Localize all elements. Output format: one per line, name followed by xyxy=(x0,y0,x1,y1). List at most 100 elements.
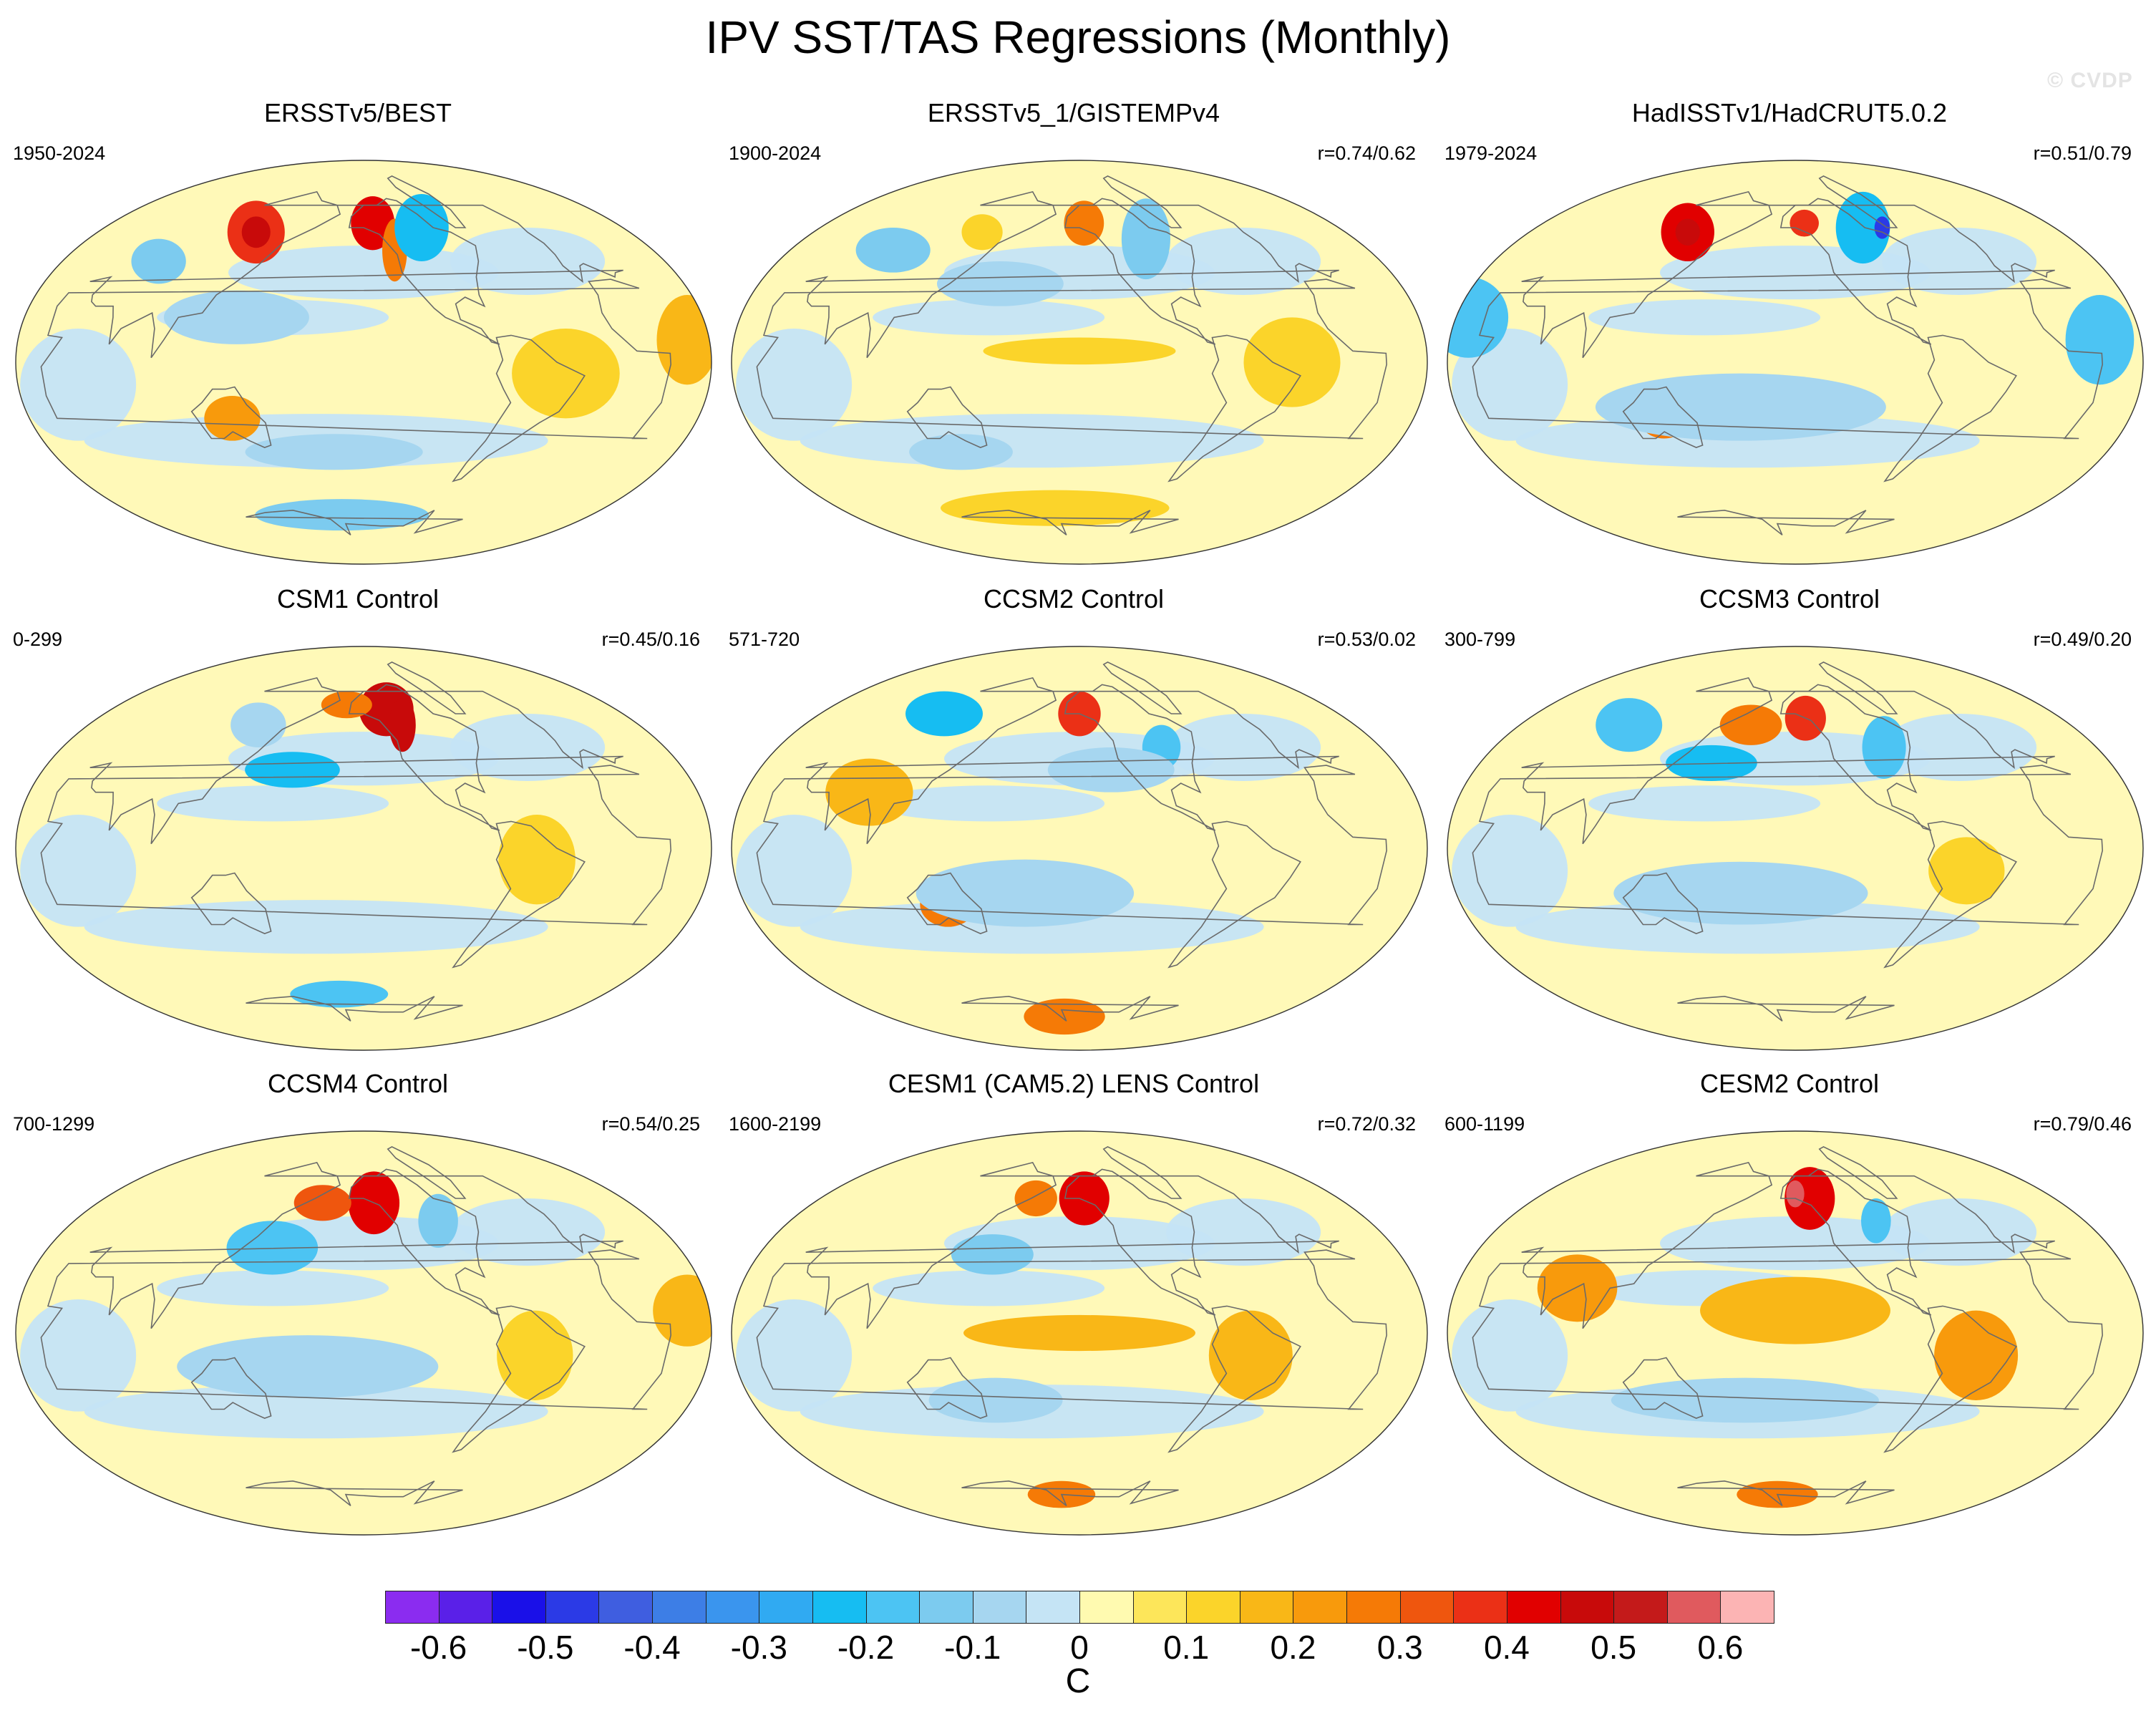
colorbar-swatch xyxy=(1399,1591,1455,1624)
neutral-cool-band xyxy=(1588,785,1821,822)
regression-map xyxy=(1447,160,2144,565)
colorbar-swatch xyxy=(1506,1591,1561,1624)
neutral-cool-band xyxy=(736,815,853,927)
coastline xyxy=(805,1161,1339,1329)
coastline xyxy=(756,765,1388,926)
coastline xyxy=(452,1305,586,1453)
anomaly-patch xyxy=(963,1314,1195,1352)
map-panel: ERSSTv5_1/GISTEMPv4 1900-2024 r=0.74/0.6… xyxy=(716,97,1432,570)
anomaly-patch xyxy=(2065,295,2135,385)
colorbar-swatch xyxy=(919,1591,973,1624)
panel-title: HadISSTv1/HadCRUT5.0.2 xyxy=(1631,98,1948,127)
anomaly-patch xyxy=(905,691,983,737)
figure-title: IPV SST/TAS Regressions (Monthly) xyxy=(705,11,1451,63)
coastline xyxy=(348,198,500,345)
map-panel: HadISSTv1/HadCRUT5.0.2 1979-2024 r=0.51/… xyxy=(1432,97,2147,570)
anomaly-patch xyxy=(241,216,271,248)
anomaly-patch xyxy=(1596,698,1663,752)
neutral-cool-band xyxy=(1882,714,2037,781)
colorbar-tick-label: 0.4 xyxy=(1483,1629,1530,1666)
anomaly-patch xyxy=(1700,1276,1890,1344)
coastline xyxy=(1167,334,1301,483)
panel-correlation: r=0.54/0.25 xyxy=(601,1113,700,1135)
anomaly-patch xyxy=(255,499,429,530)
anomaly-patch xyxy=(1611,1377,1879,1423)
map-panel: CCSM3 Control 300-799 r=0.49/0.20 xyxy=(1432,583,2147,1056)
coastline xyxy=(348,684,500,831)
cvdp-watermark: © CVDP xyxy=(2047,69,2133,92)
neutral-cool-band xyxy=(1882,1198,2037,1266)
anomaly-patch xyxy=(909,434,1013,470)
anomaly-patch xyxy=(1835,191,1890,264)
panel-correlation: r=0.79/0.46 xyxy=(2033,1113,2132,1135)
map-frame xyxy=(1447,160,2144,565)
coastline xyxy=(387,175,467,228)
map-frame xyxy=(15,160,712,565)
anomaly-patch xyxy=(1014,1180,1057,1217)
anomaly-patch xyxy=(1537,1254,1618,1322)
colorbar-tick-label: 0.1 xyxy=(1163,1629,1210,1666)
colorbar-swatch xyxy=(1132,1591,1188,1624)
colorbar-swatch xyxy=(1186,1591,1240,1624)
coastline xyxy=(246,995,463,1022)
anomaly-patch xyxy=(1208,1310,1293,1400)
anomaly-patch xyxy=(131,238,186,284)
colorbar-swatch xyxy=(1560,1591,1615,1624)
panel-period: 571-720 xyxy=(729,629,800,650)
colorbar-tick-label: -0.3 xyxy=(730,1629,787,1666)
coastline xyxy=(40,278,672,440)
neutral-cool-band xyxy=(1452,1299,1568,1412)
coastline xyxy=(906,386,988,448)
anomaly-patch xyxy=(245,752,340,788)
coastline xyxy=(1521,190,2055,359)
colorbar-tick-label: 0.2 xyxy=(1270,1629,1316,1666)
colorbar-swatch xyxy=(865,1591,921,1624)
coastline xyxy=(387,1145,467,1199)
colorbar-swatch xyxy=(705,1591,760,1624)
colorbar-swatch xyxy=(438,1591,493,1624)
coastline xyxy=(1779,1168,1932,1316)
anomaly-patch xyxy=(177,1335,439,1398)
regression-map xyxy=(15,1130,712,1536)
panel-title: CCSM3 Control xyxy=(1699,584,1880,614)
coastline xyxy=(190,872,272,934)
anomaly-patch xyxy=(825,758,913,826)
colorbar-swatch xyxy=(1239,1591,1294,1624)
anomaly-patch xyxy=(1613,861,1868,925)
anomaly-patch xyxy=(1786,1180,1805,1208)
anomaly-patch xyxy=(321,691,372,719)
panel-period: 0-299 xyxy=(13,629,63,650)
colorbar-tick-label: 0.3 xyxy=(1376,1629,1423,1666)
anomaly-patch xyxy=(1928,837,2005,905)
panel-correlation: r=0.51/0.79 xyxy=(2033,142,2132,164)
anomaly-patch xyxy=(936,261,1064,306)
anomaly-patch xyxy=(941,490,1170,526)
neutral-cool-band xyxy=(873,785,1105,822)
colorbar xyxy=(385,1591,1774,1625)
coastline xyxy=(1677,1480,1895,1506)
colorbar-tick-label: -0.6 xyxy=(409,1629,467,1666)
neutral-cool-band xyxy=(736,329,853,441)
coastline xyxy=(1521,1161,2055,1329)
coastline xyxy=(1064,684,1216,831)
coastline xyxy=(40,1249,672,1410)
panel-correlation: r=0.53/0.02 xyxy=(1317,629,1416,650)
anomaly-patch xyxy=(916,859,1135,927)
panel-period: 1600-2199 xyxy=(729,1113,822,1135)
coastline xyxy=(1102,661,1183,714)
coastline xyxy=(1064,1168,1216,1316)
map-frame xyxy=(731,1130,1428,1536)
anomaly-patch xyxy=(498,815,576,905)
neutral-cool-band xyxy=(1452,329,1568,441)
map-panel: CESM1 (CAM5.2) LENS Control 1600-2199 r=… xyxy=(716,1068,1432,1541)
coastline xyxy=(89,677,623,845)
coastline xyxy=(1677,995,1895,1022)
neutral-cool-band xyxy=(1166,714,1321,781)
coastline xyxy=(1818,175,1898,228)
neutral-cool-band xyxy=(873,1270,1105,1306)
coastline xyxy=(906,1357,988,1419)
colorbar-swatch xyxy=(1026,1591,1080,1624)
coastline xyxy=(1779,684,1932,831)
anomaly-patch xyxy=(389,698,416,752)
colorbar-units: C xyxy=(1065,1662,1091,1700)
